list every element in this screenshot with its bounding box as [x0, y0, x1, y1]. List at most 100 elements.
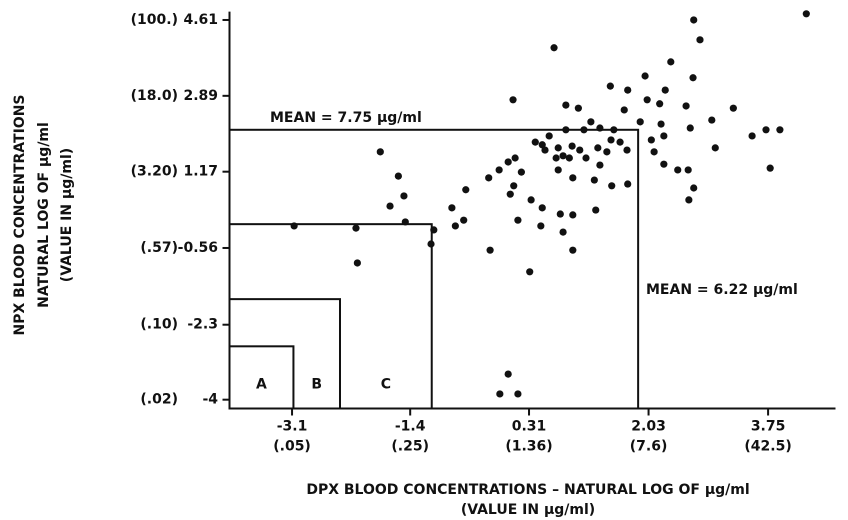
point — [748, 132, 756, 140]
point — [608, 182, 616, 190]
point — [400, 192, 408, 200]
point — [510, 182, 518, 190]
point — [538, 204, 546, 212]
y-tick-label: 4.61 — [183, 12, 218, 28]
point — [689, 74, 697, 82]
point — [569, 246, 577, 254]
point — [545, 132, 553, 140]
point — [562, 101, 570, 109]
point — [624, 180, 632, 188]
point — [686, 124, 694, 132]
point — [537, 222, 545, 230]
point — [596, 161, 604, 169]
point — [562, 126, 570, 134]
point — [504, 158, 512, 166]
point — [565, 154, 573, 162]
y-tick-sublabel: (3.20) — [131, 164, 178, 180]
point — [661, 86, 669, 94]
y-axis-label: NATURAL LOG OF μg/ml — [36, 122, 52, 308]
point — [590, 176, 598, 184]
point — [684, 166, 692, 174]
point — [762, 126, 770, 134]
point — [647, 136, 655, 144]
region-label: A — [256, 377, 267, 393]
point — [504, 370, 512, 378]
point — [401, 218, 409, 226]
point — [568, 142, 576, 150]
point — [776, 126, 784, 134]
point — [729, 104, 737, 112]
point — [353, 259, 361, 267]
point — [427, 240, 435, 248]
point — [603, 148, 611, 156]
point — [624, 86, 632, 94]
point — [290, 222, 298, 230]
point — [462, 186, 470, 194]
point — [514, 216, 522, 224]
point — [486, 246, 494, 254]
point — [674, 166, 682, 174]
point — [696, 36, 704, 44]
point — [386, 202, 394, 210]
point — [451, 222, 459, 230]
point — [660, 132, 668, 140]
point — [430, 226, 438, 234]
region-label: B — [311, 377, 322, 393]
point — [641, 72, 649, 80]
x-tick-sublabel: (7.6) — [630, 439, 668, 455]
point — [517, 168, 525, 176]
point — [485, 174, 493, 182]
point — [552, 154, 560, 162]
point — [495, 166, 503, 174]
point — [610, 126, 618, 134]
y-tick-label: -4 — [202, 392, 218, 408]
point — [448, 204, 456, 212]
point — [538, 141, 546, 149]
point — [656, 100, 664, 108]
point — [708, 116, 716, 124]
point — [580, 126, 588, 134]
x-tick-label: 3.75 — [751, 419, 786, 435]
point — [506, 190, 514, 198]
point — [554, 144, 562, 152]
x-axis-label: (VALUE IN μg/ml) — [461, 502, 595, 518]
point — [460, 216, 468, 224]
point — [711, 144, 719, 152]
point — [526, 268, 534, 276]
region — [228, 128, 640, 410]
y-tick-sublabel: (.57) — [140, 240, 178, 256]
point — [690, 184, 698, 192]
y-tick-sublabel: (.02) — [140, 392, 178, 408]
point — [623, 146, 631, 154]
point — [511, 154, 519, 162]
point — [550, 44, 558, 52]
x-tick-sublabel: (42.5) — [744, 439, 791, 455]
point — [643, 96, 651, 104]
point — [556, 210, 564, 218]
point — [531, 138, 539, 146]
point — [376, 148, 384, 156]
point — [667, 58, 675, 66]
point — [636, 118, 644, 126]
point — [509, 96, 517, 104]
point — [559, 152, 567, 160]
point — [569, 174, 577, 182]
point — [576, 146, 584, 154]
point — [682, 102, 690, 110]
annotation: MEAN = 7.75 μg/ml — [270, 110, 422, 126]
point — [587, 118, 595, 126]
point — [574, 104, 582, 112]
x-tick-label: 0.31 — [512, 419, 547, 435]
y-tick-label: 1.17 — [183, 164, 218, 180]
y-tick-label: -0.56 — [178, 240, 218, 256]
point — [592, 206, 600, 214]
point — [607, 136, 615, 144]
point — [596, 124, 604, 132]
point — [569, 211, 577, 219]
x-axis-label: DPX BLOOD CONCENTRATIONS – NATURAL LOG O… — [306, 482, 749, 498]
point — [594, 144, 602, 152]
point — [616, 138, 624, 146]
annotation: MEAN = 6.22 μg/ml — [646, 282, 798, 298]
y-axis-label: NPX BLOOD CONCENTRATIONS — [12, 94, 28, 335]
